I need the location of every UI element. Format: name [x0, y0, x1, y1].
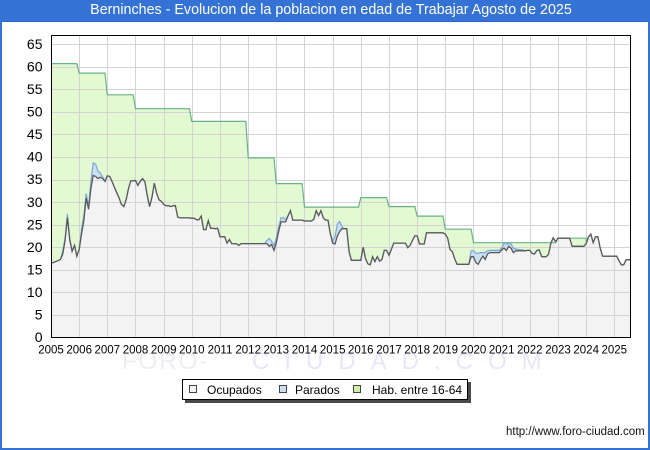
svg-text:10: 10: [27, 284, 43, 300]
svg-text:2021: 2021: [489, 345, 515, 357]
svg-text:15: 15: [27, 261, 43, 277]
svg-text:2016: 2016: [348, 345, 374, 357]
svg-text:65: 65: [27, 36, 43, 52]
svg-text:2019: 2019: [433, 345, 459, 357]
svg-text:2014: 2014: [292, 345, 318, 357]
svg-text:20: 20: [27, 239, 43, 255]
svg-text:60: 60: [27, 59, 43, 75]
svg-text:25: 25: [27, 216, 43, 232]
svg-text:2005: 2005: [38, 345, 64, 357]
svg-text:2025: 2025: [602, 345, 628, 357]
svg-text:2013: 2013: [264, 345, 290, 357]
svg-text:35: 35: [27, 171, 43, 187]
svg-text:2007: 2007: [95, 345, 121, 357]
svg-text:5: 5: [35, 307, 43, 323]
svg-text:2018: 2018: [404, 345, 430, 357]
svg-text:2017: 2017: [376, 345, 402, 357]
svg-text:2009: 2009: [151, 345, 177, 357]
svg-text:50: 50: [27, 104, 43, 120]
svg-text:2012: 2012: [235, 345, 261, 357]
svg-text:2024: 2024: [573, 345, 599, 357]
svg-text:2006: 2006: [66, 345, 92, 357]
svg-text:2010: 2010: [179, 345, 205, 357]
svg-text:2008: 2008: [123, 345, 149, 357]
svg-text:2023: 2023: [545, 345, 571, 357]
svg-text:45: 45: [27, 126, 43, 142]
svg-text:2015: 2015: [320, 345, 346, 357]
svg-text:40: 40: [27, 149, 43, 165]
svg-text:2020: 2020: [461, 345, 487, 357]
svg-text:55: 55: [27, 81, 43, 97]
svg-text:30: 30: [27, 194, 43, 210]
svg-text:2011: 2011: [208, 345, 233, 357]
svg-text:0: 0: [35, 329, 43, 345]
svg-text:2022: 2022: [517, 345, 543, 357]
